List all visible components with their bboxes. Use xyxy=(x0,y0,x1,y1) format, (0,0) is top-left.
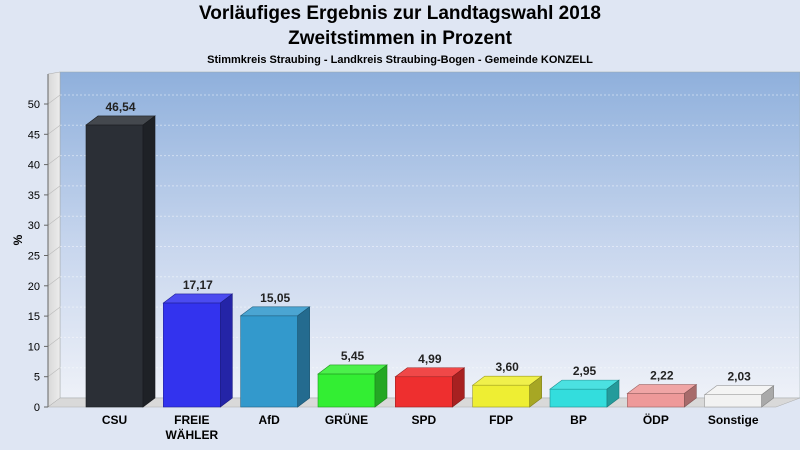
chart-title: Vorläufiges Ergebnis zur Landtagswahl 20… xyxy=(199,3,601,24)
bar-freie-wähler xyxy=(162,293,234,408)
value-label: 3,60 xyxy=(495,360,519,374)
value-label: 2,95 xyxy=(573,364,597,378)
category-label: FDP xyxy=(489,413,513,427)
category-label: GRÜNE xyxy=(325,412,368,427)
y-axis-label: % xyxy=(11,234,25,245)
category-label: SPD xyxy=(411,413,436,427)
y-tick-label: 15 xyxy=(28,311,40,323)
y-tick-label: 20 xyxy=(28,281,40,293)
category-label: CSU xyxy=(102,413,127,427)
value-label: 2,03 xyxy=(727,370,751,384)
bar-ödp xyxy=(626,383,698,408)
y-tick-label: 5 xyxy=(34,372,40,384)
category-label: AfD xyxy=(259,413,281,427)
bar-sonstige xyxy=(703,385,775,408)
value-label: 2,22 xyxy=(650,369,674,383)
bar-grüne xyxy=(317,364,388,408)
category-label: FREIE WÄHLER xyxy=(165,413,218,442)
category-labels: CSU FREIE WÄHLER AfD GRÜNE SPD FDP BP ÖDP Sonstig… xyxy=(102,412,759,442)
category-label: BP xyxy=(570,413,587,427)
value-label: 15,05 xyxy=(260,291,290,305)
y-tick-label: 10 xyxy=(28,341,40,353)
value-label: 4,99 xyxy=(418,352,442,366)
y-tick-label: 35 xyxy=(28,190,40,202)
bar-spd xyxy=(394,367,466,408)
chart-subtitle: Zweitstimmen in Prozent xyxy=(288,28,512,49)
bars xyxy=(85,115,775,408)
category-label: ÖDP xyxy=(643,412,669,427)
y-tick-label: 45 xyxy=(28,129,40,141)
bar-csu xyxy=(85,115,156,408)
y-tick-label: 30 xyxy=(28,220,40,232)
bar-afd xyxy=(239,306,311,408)
y-axis-ticks: 0 5 10 15 20 25 30 35 40 45 50 xyxy=(28,74,49,414)
bar-bp xyxy=(549,379,620,408)
gridlines xyxy=(47,94,800,377)
value-label: 46,54 xyxy=(105,100,135,114)
y-tick-label: 0 xyxy=(34,402,40,414)
y-tick-label: 50 xyxy=(28,99,40,111)
value-label: 17,17 xyxy=(183,278,213,292)
value-label: 5,45 xyxy=(341,349,365,363)
y-tick-label: 25 xyxy=(28,251,40,263)
bar-fdp xyxy=(471,375,543,408)
category-label: Sonstige xyxy=(708,413,759,427)
y-tick-label: 40 xyxy=(28,160,40,172)
chart-caption: Stimmkreis Straubing - Landkreis Straubi… xyxy=(207,54,593,66)
value-labels: 46,54 17,17 15,05 5,45 4,99 3,60 2,95 2,22 2,03 xyxy=(105,100,751,384)
